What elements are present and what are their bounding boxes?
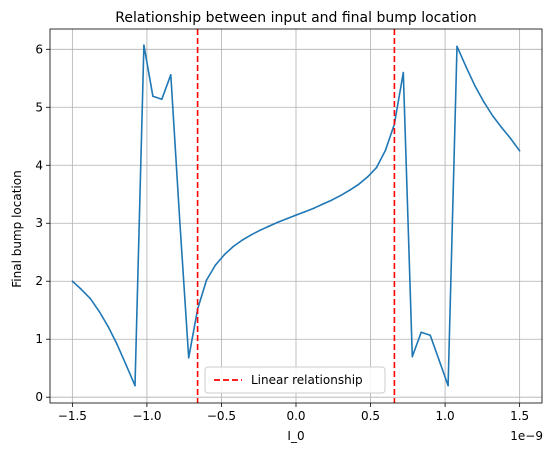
data-point — [483, 101, 485, 103]
data-point — [375, 166, 378, 169]
data-point — [411, 355, 414, 358]
data-point — [223, 253, 226, 256]
x-tick-label: 1.5 — [510, 409, 529, 423]
x-tick-label: 0.5 — [361, 409, 380, 423]
y-tick-label: 1 — [35, 332, 43, 346]
x-tick-label: 1.0 — [436, 409, 455, 423]
y-tick-label: 0 — [35, 390, 43, 404]
data-point — [366, 176, 369, 178]
data-point — [152, 95, 154, 98]
data-point — [107, 325, 109, 328]
data-point — [134, 384, 136, 387]
data-point — [286, 217, 288, 220]
data-point — [313, 207, 315, 209]
data-point — [384, 149, 387, 151]
legend-label-linear-relationship: Linear relationship — [251, 373, 363, 387]
x-axis: −1.5 −1.0 −0.5 0.0 0.5 1.0 1.5 — [58, 403, 529, 423]
data-point — [125, 363, 127, 366]
y-tick-label: 4 — [35, 158, 43, 172]
data-point — [474, 85, 476, 87]
data-point — [322, 203, 324, 205]
y-tick-label: 2 — [35, 274, 43, 288]
data-point — [295, 214, 297, 216]
data-point — [250, 234, 253, 236]
chart-title: Relationship between input and final bum… — [115, 10, 477, 26]
data-point — [339, 194, 342, 197]
data-point — [268, 225, 271, 227]
data-point — [232, 245, 235, 248]
x-tick-label: −1.0 — [132, 409, 161, 423]
data-point — [214, 264, 217, 266]
data-point — [161, 98, 163, 100]
data-point — [456, 45, 458, 48]
grid-lines — [50, 29, 542, 403]
data-point — [71, 280, 74, 283]
data-point — [492, 115, 494, 117]
legend-box — [204, 366, 386, 394]
data-point — [259, 229, 262, 231]
data-point — [465, 65, 467, 68]
data-point — [420, 331, 423, 334]
data-point — [357, 183, 360, 186]
data-point — [98, 310, 100, 313]
x-tick-label: −1.5 — [58, 409, 87, 423]
x-tick-label: 0.0 — [286, 409, 305, 423]
data-point — [429, 334, 432, 337]
data-point — [89, 297, 92, 300]
y-axis: 0 1 2 3 4 5 6 — [35, 42, 50, 404]
data-point — [187, 357, 190, 359]
data-point — [331, 199, 333, 201]
data-point — [438, 359, 440, 361]
data-point — [80, 288, 83, 291]
y-tick-label: 3 — [35, 216, 43, 230]
data-point — [518, 150, 521, 152]
plot-area — [71, 29, 521, 403]
y-tick-label: 6 — [35, 42, 43, 56]
data-point — [348, 189, 351, 191]
data-point — [509, 137, 512, 140]
data-point — [277, 221, 279, 223]
data-point — [500, 126, 503, 129]
x-axis-offset-label: 1e−9 — [510, 429, 543, 443]
y-tick-label: 5 — [35, 100, 43, 114]
x-tick-label: −0.5 — [207, 409, 236, 423]
data-point — [402, 71, 405, 74]
data-point — [205, 279, 208, 281]
legend: Linear relationship — [204, 366, 386, 394]
data-point — [241, 239, 244, 241]
data-point — [304, 210, 306, 213]
data-point — [116, 343, 118, 346]
data-point — [143, 44, 145, 46]
data-point — [178, 219, 181, 221]
y-axis-label: Final bump location — [10, 170, 24, 287]
x-axis-label: I_0 — [287, 429, 304, 443]
data-point — [447, 384, 449, 387]
data-point — [170, 74, 172, 76]
